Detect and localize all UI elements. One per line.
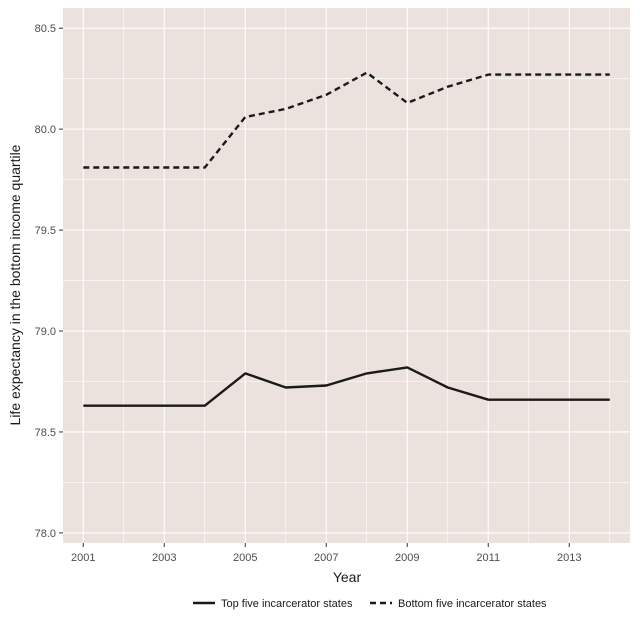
x-tick-label: 2003: [152, 552, 176, 564]
x-axis-title: Year: [333, 569, 362, 585]
legend-label: Top five incarcerator states: [221, 598, 353, 610]
y-axis-title: Life expectancy in the bottom income qua…: [7, 144, 23, 425]
series-line-top-five: [83, 366, 610, 407]
y-tick-label: 79.0: [35, 326, 56, 338]
legend-label: Bottom five incarcerator states: [398, 598, 547, 610]
grid-lines: [63, 8, 630, 543]
x-tick-label: 2001: [71, 552, 95, 564]
x-tick-label: 2011: [476, 552, 500, 564]
y-tick-label: 78.5: [35, 427, 56, 439]
y-tick-label: 79.5: [35, 225, 56, 237]
x-tick-label: 2007: [314, 552, 338, 564]
y-tick-label: 78.0: [35, 528, 56, 540]
y-tick-label: 80.5: [35, 23, 56, 35]
series-line-bottom-five: [83, 71, 610, 169]
axis-ticks: 2001 2003 2005 2007 2009 2011 2013 78.0 78.5 79.0…: [35, 23, 582, 564]
plot-panel: [63, 8, 630, 543]
legend: Top five incarcerator states Bottom five …: [193, 598, 547, 610]
series-lines: [83, 71, 610, 407]
x-tick-label: 2013: [557, 552, 581, 564]
x-tick-label: 2009: [395, 552, 419, 564]
x-tick-label: 2005: [233, 552, 257, 564]
y-tick-label: 80.0: [35, 124, 56, 136]
